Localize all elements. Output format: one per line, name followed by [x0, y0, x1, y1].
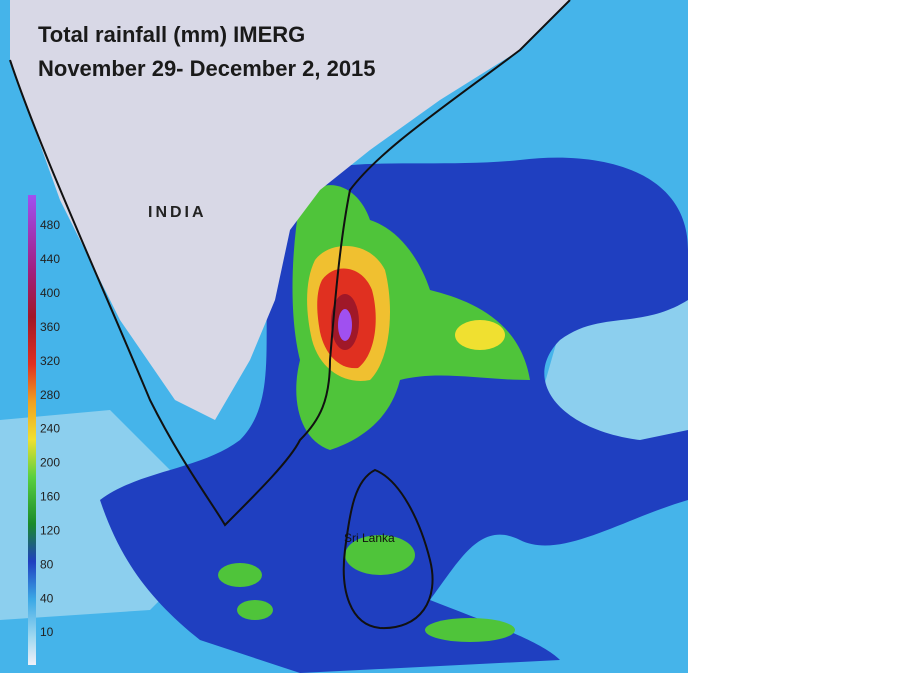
country-label: Sri Lanka	[344, 531, 395, 545]
very-heavy-rain	[455, 320, 505, 350]
legend-tick-label: 10	[40, 625, 54, 639]
sri-lanka-outline	[342, 468, 434, 630]
legend-ticks: 480 440 400 360 320 280 240 200 160 120 80 40 10	[40, 218, 60, 639]
legend-tick-label: 400	[40, 286, 60, 300]
coastline	[9, 0, 571, 527]
heavy-rain	[237, 600, 273, 620]
heavy-rain	[345, 535, 415, 575]
heavy-rain	[218, 563, 262, 587]
land	[10, 0, 570, 420]
country-label: INDIA	[148, 204, 207, 221]
color-bar	[28, 195, 36, 665]
legend-tick-label: 80	[40, 557, 54, 571]
legend-tick-label: 240	[40, 422, 60, 436]
moderate-rain	[100, 157, 688, 673]
map-subtitle: November 29- December 2, 2015	[38, 56, 376, 81]
legend-tick-label: 160	[40, 490, 60, 504]
legend-tick-label: 480	[40, 218, 60, 232]
blank-margin	[688, 0, 903, 677]
map-title: Total rainfall (mm) IMERG	[38, 22, 305, 47]
legend-tick-label: 40	[40, 591, 54, 605]
legend-tick-label: 200	[40, 456, 60, 470]
legend-tick-label: 120	[40, 523, 60, 537]
legend-tick-label: 320	[40, 354, 60, 368]
heavy-rain	[425, 618, 515, 642]
legend-tick-label: 280	[40, 388, 60, 402]
legend-tick-label: 440	[40, 252, 60, 266]
legend-tick-label: 360	[40, 320, 60, 334]
peak-rain	[338, 309, 352, 341]
